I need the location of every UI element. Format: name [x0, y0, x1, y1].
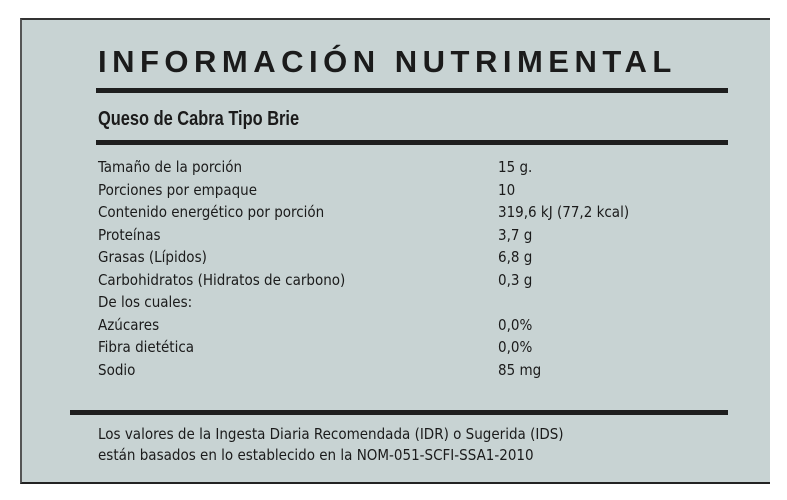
nutrient-label: Contenido energético por porción [98, 203, 325, 221]
divider [96, 140, 728, 145]
divider [70, 410, 728, 415]
nutrient-value: 0,3 g [498, 270, 533, 289]
nutrient-label: Proteínas [98, 225, 161, 244]
table-row: Grasas (Lípidos) 6,8 g [98, 246, 738, 268]
footer-line: Los valores de la Ingesta Diaria Recomen… [98, 425, 564, 443]
nutrient-label: Grasas (Lípidos) [98, 248, 207, 266]
nutrient-label: Carbohidratos (Hidratos de carbono) [98, 270, 346, 289]
nutrition-label: INFORMACIÓN NUTRIMENTAL Queso de Cabra T… [20, 18, 770, 484]
footer-line: están basados en lo establecido en la NO… [98, 446, 534, 464]
divider [96, 88, 728, 93]
nutrient-label: Porciones por empaque [98, 180, 258, 199]
table-row: Porciones por empaque 10 [98, 179, 738, 201]
nutrient-value: 10 [498, 180, 516, 199]
nutrient-value: 15 g. [498, 158, 533, 176]
table-row: Azúcares 0,0% [98, 314, 738, 336]
nutrient-label: De los cuales: [98, 293, 193, 311]
table-row: Tamaño de la porción 15 g. [98, 156, 738, 178]
product-name: Queso de Cabra Tipo Brie [98, 108, 300, 130]
nutrient-value: 0,0% [498, 315, 533, 334]
nutrient-value: 319,6 kJ (77,2 kcal) [498, 203, 630, 221]
label-title: INFORMACIÓN NUTRIMENTAL [98, 44, 677, 79]
table-row: Proteínas 3,7 g [98, 224, 738, 246]
nutrient-label: Fibra dietética [98, 338, 195, 356]
nutrient-label: Azúcares [98, 315, 160, 334]
table-row: Contenido energético por porción 319,6 kJ… [98, 201, 738, 223]
table-row: Carbohidratos (Hidratos de carbono) 0,3 g [98, 269, 738, 291]
nutrient-value: 0,0% [498, 338, 533, 356]
table-row: Sodio 85 mg [98, 359, 738, 381]
table-row: De los cuales: [98, 291, 738, 313]
nutrient-label: Sodio [98, 360, 136, 379]
table-row: Fibra dietética 0,0% [98, 336, 738, 358]
footer-note: Los valores de la Ingesta Diaria Recomen… [98, 424, 564, 466]
nutrient-label: Tamaño de la porción [98, 158, 243, 176]
nutrient-value: 3,7 g [498, 225, 533, 244]
nutrient-value: 85 mg [498, 360, 542, 379]
nutrient-value: 6,8 g [498, 248, 533, 266]
